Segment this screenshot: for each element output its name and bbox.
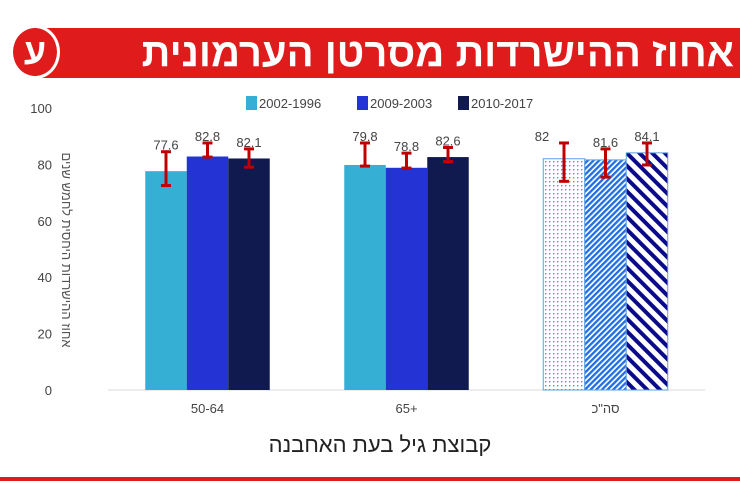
y-tick-label: 100 bbox=[30, 101, 52, 116]
legend-item: 2010-2017 bbox=[458, 96, 533, 111]
bar bbox=[186, 156, 229, 390]
legend-label: 2010-2017 bbox=[471, 96, 533, 111]
title-banner: אחוז ההישרדות מסרטן הערמונית bbox=[38, 28, 740, 78]
data-label: 82 bbox=[535, 129, 549, 144]
bar bbox=[542, 158, 586, 391]
bar bbox=[385, 167, 428, 390]
bar bbox=[584, 159, 627, 391]
error-bar bbox=[360, 141, 370, 168]
legend-label: 2009-2003 bbox=[370, 96, 432, 111]
bar bbox=[427, 157, 469, 390]
bar bbox=[145, 171, 187, 390]
data-label: 79.8 bbox=[352, 129, 377, 144]
error-bar bbox=[161, 150, 171, 188]
x-axis-label: קבוצת גיל בעת האחבנה bbox=[269, 432, 492, 457]
data-label: 82.1 bbox=[236, 135, 261, 150]
legend-item: 2002-1996 bbox=[246, 96, 321, 111]
error-bar bbox=[443, 145, 453, 164]
x-tick-label: 50-64 bbox=[191, 401, 224, 416]
error-bar bbox=[202, 141, 213, 159]
bottom-divider bbox=[0, 477, 740, 481]
error-bar bbox=[600, 147, 611, 179]
error-bar bbox=[642, 141, 652, 167]
page-title: אחוז ההישרדות מסרטן הערמונית bbox=[141, 31, 734, 75]
data-label: 84.1 bbox=[634, 129, 659, 144]
x-tick-label: +65 bbox=[395, 401, 417, 416]
bar bbox=[625, 152, 669, 391]
data-label: 81.6 bbox=[593, 135, 618, 150]
legend-label: 2002-1996 bbox=[259, 96, 321, 111]
y-tick-label: 0 bbox=[45, 383, 52, 398]
bar bbox=[344, 164, 386, 390]
logo: ע bbox=[10, 25, 60, 79]
error-bar bbox=[401, 151, 412, 170]
data-label: 77.6 bbox=[153, 138, 178, 153]
error-bar bbox=[244, 147, 254, 169]
legend-swatch bbox=[246, 96, 257, 110]
legend-item: 2009-2003 bbox=[357, 96, 432, 111]
data-label: 82.6 bbox=[435, 133, 460, 148]
y-tick-label: 60 bbox=[38, 214, 52, 229]
data-label: 82.8 bbox=[195, 129, 220, 144]
y-tick-label: 40 bbox=[38, 270, 52, 285]
y-tick-label: 80 bbox=[38, 157, 52, 172]
x-tick-label: סה"כ bbox=[591, 401, 619, 416]
y-tick-label: 20 bbox=[38, 327, 52, 342]
data-label: 78.8 bbox=[394, 139, 419, 154]
y-axis-label: אחוז ההישרדות היחסית לחמש שנים bbox=[59, 152, 74, 347]
legend-swatch bbox=[357, 96, 368, 110]
bar bbox=[228, 158, 270, 390]
legend-swatch bbox=[458, 96, 469, 110]
error-bar bbox=[559, 141, 569, 183]
